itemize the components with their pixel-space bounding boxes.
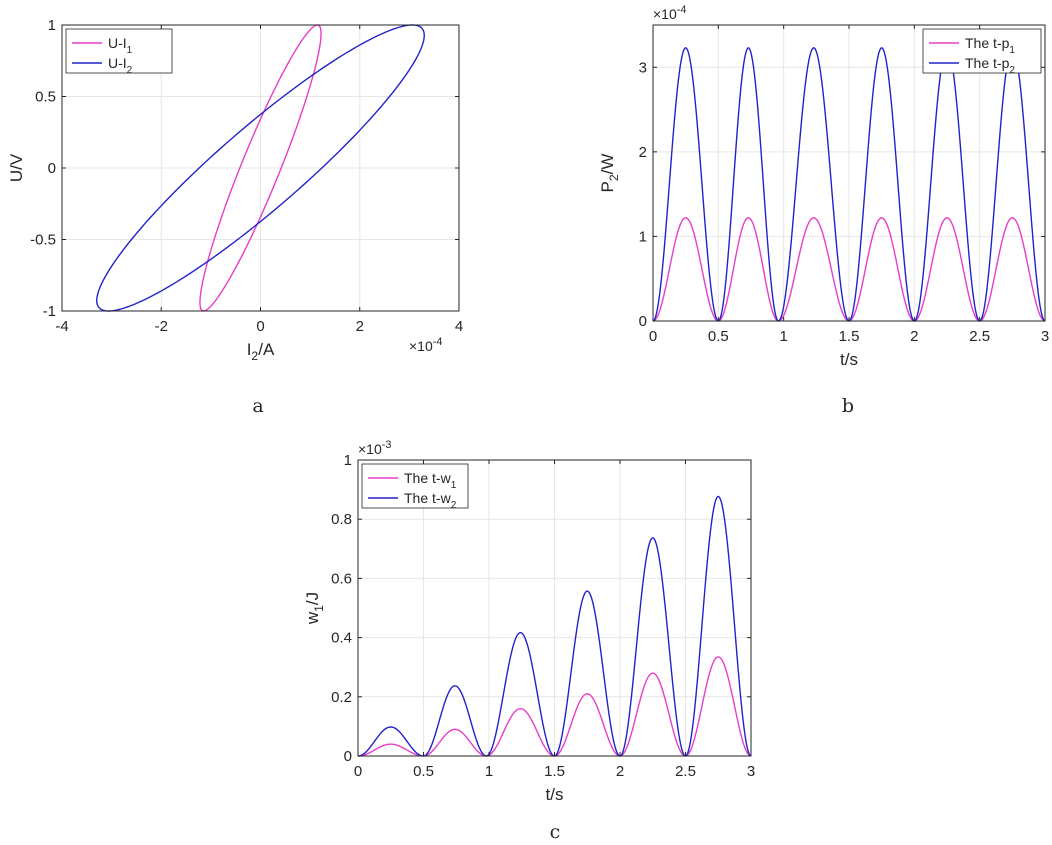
panel-caption: b [842, 395, 854, 417]
legend-box [361, 463, 469, 509]
x-tick-label: 3 [747, 763, 755, 780]
axis-exponent-power: -4 [677, 4, 687, 16]
y-tick-label: 0 [344, 748, 352, 765]
x-tick-label: 0.5 [708, 328, 729, 345]
y-axis-label: w1/J [303, 592, 326, 625]
x-tick-label: 1.5 [839, 328, 860, 345]
legend-label: U-I1 [108, 35, 133, 56]
y-axis-label-tail: /J [303, 592, 322, 605]
axis-exponent: ×10-3 [358, 439, 391, 457]
legend-label-sub: 1 [127, 45, 133, 56]
y-tick-label: 2 [639, 144, 647, 161]
x-tick-label: 3 [1041, 328, 1049, 345]
x-axis-label-main: I [247, 340, 252, 359]
y-tick-label: 0.2 [331, 689, 352, 706]
x-tick-label: -4 [55, 318, 68, 335]
axis-exponent-power: -3 [382, 439, 392, 451]
x-tick-label: 2.5 [969, 328, 990, 345]
legend-label-main: The t-p [965, 55, 1010, 71]
y-axis-label-sub: 1 [312, 605, 326, 612]
legend-label-main: The t-p [965, 35, 1010, 51]
x-axis-label-sub: 2 [251, 349, 258, 363]
chart-a: -4 -2 0 2 4-1-0.500.51×10-4I2/AU/VU-I1U-I2a [7, 17, 463, 417]
y-tick-label: 0 [48, 160, 56, 177]
series-line-a-2 [96, 24, 425, 312]
y-axis-label-group: U/V [7, 153, 26, 182]
axis-exponent: ×10-4 [409, 336, 442, 354]
panel-caption: c [550, 821, 561, 843]
axis-exponent-base: ×10 [358, 441, 382, 457]
legend-box [922, 28, 1042, 74]
x-axis-label-main: t/s [840, 350, 858, 369]
x-tick-label: 1 [485, 763, 493, 780]
x-axis-label-tail: /A [258, 340, 275, 359]
legend-label: U-I2 [108, 55, 133, 76]
legend-label-main: The t-w [404, 470, 452, 486]
y-tick-label: 1 [48, 17, 56, 34]
y-axis-label-group: w1/J [303, 592, 326, 625]
x-tick-label: 2 [356, 318, 364, 335]
legend-label-main: The t-w [404, 490, 452, 506]
x-tick-label: 0 [649, 328, 657, 345]
legend-label-sub: 2 [127, 65, 133, 76]
y-axis-label-main: w [303, 611, 322, 625]
y-axis-label-main: P [598, 181, 617, 192]
x-tick-label: -2 [155, 318, 168, 335]
y-tick-label: 0.4 [331, 630, 352, 647]
y-tick-label: -1 [43, 303, 56, 320]
x-tick-label: 0 [354, 763, 362, 780]
x-tick-label: 1 [779, 328, 787, 345]
axis-exponent: ×10-4 [653, 4, 686, 22]
x-axis-label: t/s [546, 785, 564, 804]
axis-exponent-base: ×10 [653, 6, 677, 22]
y-tick-label: 0.8 [331, 511, 352, 528]
legend-label-sub: 1 [1009, 45, 1015, 56]
x-tick-label: 2 [616, 763, 624, 780]
legend-label-sub: 2 [451, 500, 457, 511]
x-tick-label: 0 [256, 318, 264, 335]
x-axis-label-main: t/s [546, 785, 564, 804]
legend-label-main: U-I [108, 35, 127, 51]
y-axis-label: U/V [7, 153, 26, 182]
legend-box [65, 28, 173, 74]
axis-exponent-base: ×10 [409, 338, 433, 354]
y-tick-label: 0.5 [35, 89, 56, 106]
y-axis-label-main: U/V [7, 153, 26, 182]
x-tick-label: 2 [910, 328, 918, 345]
y-tick-label: 3 [639, 59, 647, 76]
y-tick-label: 0.6 [331, 570, 352, 587]
y-axis-label-tail: /W [598, 154, 617, 175]
y-tick-label: -0.5 [30, 232, 56, 249]
legend-label: The t-w2 [404, 490, 457, 511]
y-axis-label: P2/W [598, 154, 621, 193]
legend-label: The t-p1 [965, 35, 1015, 56]
y-tick-label: 1 [344, 452, 352, 469]
panel-caption: a [252, 395, 263, 417]
x-tick-label: 0.5 [413, 763, 434, 780]
chart-c: 0 0.5 1 1.5 2 2.5 300.20.40.60.81×10-3t/sw1/JT… [303, 439, 755, 843]
axis-exponent-power: -4 [433, 336, 443, 348]
legend-label-main: U-I [108, 55, 127, 71]
legend-label: The t-w1 [404, 470, 457, 491]
legend-label-sub: 1 [451, 480, 457, 491]
y-axis-label-sub: 2 [607, 174, 621, 181]
y-tick-label: 0 [639, 313, 647, 330]
x-axis-label: t/s [840, 350, 858, 369]
legend-label-sub: 2 [1009, 65, 1015, 76]
series-line-a-1 [199, 24, 322, 312]
x-tick-label: 2.5 [675, 763, 696, 780]
y-tick-label: 1 [639, 228, 647, 245]
x-tick-label: 1.5 [544, 763, 565, 780]
y-axis-label-group: P2/W [598, 154, 621, 193]
x-tick-label: 4 [455, 318, 463, 335]
legend-label: The t-p2 [965, 55, 1015, 76]
x-axis-label: I2/A [247, 340, 275, 363]
